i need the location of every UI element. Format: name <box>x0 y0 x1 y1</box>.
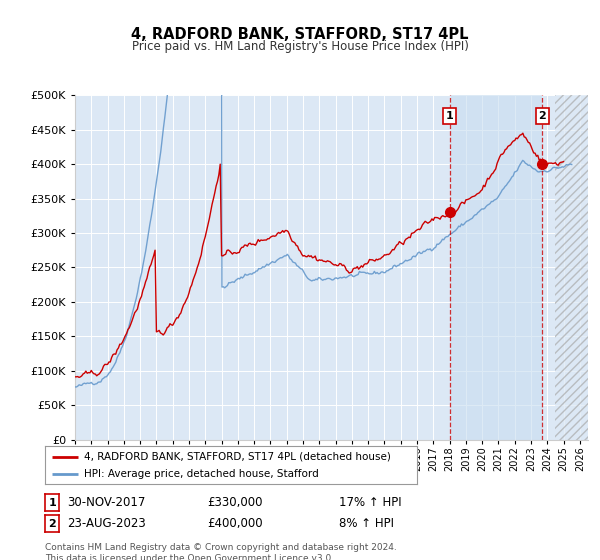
Text: 2: 2 <box>539 111 546 121</box>
Text: 8% ↑ HPI: 8% ↑ HPI <box>339 517 394 530</box>
Text: 23-AUG-2023: 23-AUG-2023 <box>67 517 146 530</box>
Text: 17% ↑ HPI: 17% ↑ HPI <box>339 496 401 510</box>
Text: HPI: Average price, detached house, Stafford: HPI: Average price, detached house, Staf… <box>84 469 319 479</box>
Text: 30-NOV-2017: 30-NOV-2017 <box>67 496 146 510</box>
Text: 1: 1 <box>446 111 454 121</box>
Text: 2: 2 <box>49 519 56 529</box>
Bar <box>449 95 542 440</box>
Text: 4, RADFORD BANK, STAFFORD, ST17 4PL (detached house): 4, RADFORD BANK, STAFFORD, ST17 4PL (det… <box>84 451 391 461</box>
Text: 4, RADFORD BANK, STAFFORD, ST17 4PL: 4, RADFORD BANK, STAFFORD, ST17 4PL <box>131 27 469 42</box>
Text: 1: 1 <box>49 498 56 508</box>
Text: Price paid vs. HM Land Registry's House Price Index (HPI): Price paid vs. HM Land Registry's House … <box>131 40 469 53</box>
Text: Contains HM Land Registry data © Crown copyright and database right 2024.
This d: Contains HM Land Registry data © Crown c… <box>45 543 397 560</box>
Text: £330,000: £330,000 <box>207 496 263 510</box>
Text: £400,000: £400,000 <box>207 517 263 530</box>
Bar <box>556 95 588 440</box>
